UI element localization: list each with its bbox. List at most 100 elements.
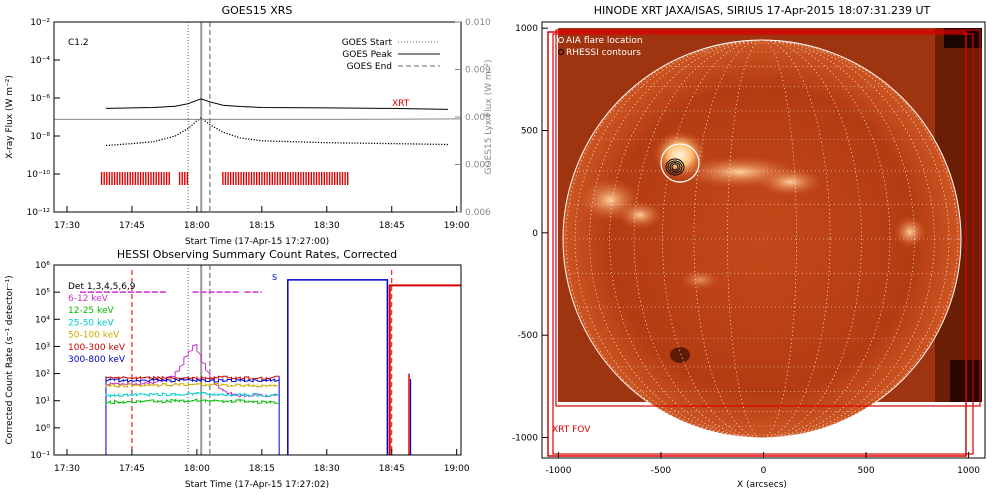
- goes-y2tick-label: 0.007: [465, 161, 491, 171]
- hessi-y-axis: 10⁶ 10⁵ 10⁴ 10³ 10² 10¹ 10⁰ 10⁻¹: [30, 261, 60, 461]
- goes-series-0: [105, 98, 449, 110]
- xrt-fov-box-3: [555, 29, 981, 407]
- xrt-fov-box: [547, 31, 967, 457]
- hessi-xtick-label: 18:30: [314, 464, 340, 474]
- goes-title: GOES15 XRS: [222, 4, 293, 17]
- hessi-xlabel: Start Time (17-Apr-15 17:27:02): [185, 480, 329, 490]
- goes-ytick-label: 10⁻¹⁰: [27, 170, 51, 180]
- hessi-detectors-label: Det 1,3,4,5,6,9: [68, 282, 136, 292]
- goes-y2tick-label: 0.009: [465, 66, 491, 76]
- hessi-xtick-label: 18:45: [379, 464, 405, 474]
- hessi-xtick-label: 17:45: [119, 464, 145, 474]
- xrt-coverage-1: [178, 172, 189, 185]
- goes-y2-axis: 0.010 0.009 0.008 0.007 0.006: [455, 18, 491, 218]
- xrt-x-axis: -1000 -500 0 500 1000: [545, 452, 980, 476]
- heliographic-grid: [563, 40, 961, 438]
- goes-ytick-label: 10⁻²: [30, 18, 50, 28]
- rhessi-contour: [667, 160, 683, 174]
- hessi-legend-2: 25-50 keV: [68, 318, 114, 328]
- hessi-legend-3: 50-100 keV: [68, 331, 120, 341]
- aia-flare-circle: [660, 143, 700, 183]
- goes-plot-area: [54, 22, 461, 212]
- hessi-ytick-label: 10²: [35, 370, 50, 380]
- goes-series-2: [54, 118, 461, 120]
- goes-class-label: C1.2: [68, 38, 89, 48]
- xrt-xtick-label: 1000: [957, 466, 980, 476]
- goes-ytick-label: 10⁻¹²: [27, 208, 51, 218]
- legend-rhessi: RHESSI contours: [566, 48, 641, 58]
- hessi-series-4: [105, 375, 280, 381]
- longitude-line: [662, 40, 862, 438]
- xrt-xtick-label: -500: [651, 466, 672, 476]
- goes-y2tick-label: 0.008: [465, 113, 491, 123]
- hessi-title: HESSI Observing Summary Count Rates, Cor…: [117, 248, 397, 261]
- goes-ytick-label: 10⁻⁶: [30, 94, 50, 104]
- hessi-night-level: [388, 284, 461, 455]
- hessi-ytick-label: 10⁻¹: [30, 451, 50, 461]
- hessi-saa-level: [287, 279, 389, 455]
- longitude-line: [574, 40, 950, 438]
- rhessi-contour: [669, 162, 681, 172]
- hessi-series-5: [105, 377, 280, 383]
- xrt-xtick-label: 0: [761, 466, 767, 476]
- xrt-xlabel: X (arcsecs): [737, 480, 787, 490]
- hessi-xtick-label: 18:00: [184, 464, 210, 474]
- goes-legend-label-2: GOES End: [347, 62, 392, 72]
- flare-region: [654, 131, 706, 179]
- hessi-ytick-label: 10¹: [35, 397, 50, 407]
- hessi-ytick-label: 10³: [35, 342, 50, 352]
- hessi-legend: 6-12 keV 12-25 keV 25-50 keV 50-100 keV 100-…: [68, 294, 126, 365]
- hessi-plot-area: [79, 265, 461, 455]
- xrt-xtick-label: -1000: [545, 466, 571, 476]
- goes-ytick-label: 10⁻⁸: [30, 132, 50, 142]
- longitude-line: [565, 40, 959, 438]
- longitude-line: [633, 40, 891, 438]
- goes-y-axis: 10⁻² 10⁻⁴ 10⁻⁶ 10⁻⁸ 10⁻¹⁰ 10⁻¹²: [27, 18, 60, 218]
- xrt-ytick-label: -1000: [512, 434, 538, 444]
- hessi-ytick-label: 10⁵: [35, 288, 50, 298]
- goes-legend-label-0: GOES Start: [342, 38, 393, 48]
- hessi-ytick-label: 10⁶: [35, 261, 50, 271]
- solar-limb: [562, 39, 962, 439]
- rhessi-contour: [671, 163, 679, 171]
- hessi-panel: HESSI Observing Summary Count Rates, Cor…: [5, 248, 470, 490]
- hessi-frame: [53, 264, 462, 456]
- goes-ytick-label: 10⁻⁴: [30, 56, 50, 66]
- xrt-coverage-0: [100, 172, 170, 185]
- goes-xtick-label: 18:45: [379, 221, 405, 231]
- goes-legend-label-1: GOES Peak: [342, 50, 392, 60]
- goes-series-1: [105, 117, 449, 147]
- goes-xtick-label: 18:00: [184, 221, 210, 231]
- longitude-line: [609, 40, 915, 438]
- hessi-legend-0: 6-12 keV: [68, 294, 109, 304]
- goes-y2tick-label: 0.010: [465, 18, 491, 28]
- xrt-ytick-label: 1000: [515, 24, 538, 34]
- xrt-ytick-label: 0: [532, 229, 538, 239]
- xrt-title: HINODE XRT JAXA/ISAS, SIRIUS 17-Apr-2015…: [594, 4, 931, 17]
- hessi-series-1: [105, 398, 280, 405]
- xrt-y-axis: 1000 500 0 -500 -1000: [512, 24, 548, 444]
- goes-legend: GOES Start GOES Peak GOES End: [342, 38, 440, 72]
- goes-xtick-label: 18:30: [314, 221, 340, 231]
- hessi-series-2: [105, 391, 280, 398]
- xrt-coverage-2: [222, 172, 349, 185]
- goes-xlabel: Start Time (17-Apr-15 17:27:00): [185, 237, 329, 247]
- goes-y2tick-label: 0.006: [465, 208, 491, 218]
- hessi-ytick-label: 10⁴: [35, 315, 50, 325]
- hessi-ytick-label: 10⁰: [35, 424, 50, 434]
- rhessi-legend-icon: [558, 49, 564, 55]
- hessi-saa-label: S: [272, 273, 277, 282]
- longitude-line: [589, 40, 935, 438]
- goes-x-axis: 17:30 17:45 18:00 18:15 18:30 18:45 19:00: [54, 206, 470, 231]
- longitude-line: [693, 40, 831, 438]
- hessi-xtick-label: 17:30: [54, 464, 80, 474]
- hessi-x-axis: 17:30 17:45 18:00 18:15 18:30 18:45 19:00: [54, 449, 470, 474]
- rhessi-contour: [665, 158, 685, 176]
- goes-ylabel: X-ray Flux (W m⁻²): [5, 75, 15, 159]
- hessi-legend-4: 100-300 keV: [68, 343, 126, 353]
- hessi-series-3: [105, 382, 280, 388]
- aia-legend-icon: [558, 37, 564, 43]
